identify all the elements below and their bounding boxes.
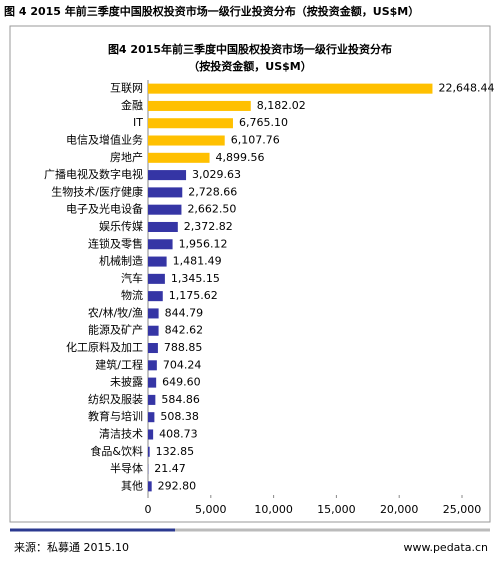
value-label: 22,648.44 [438, 82, 494, 95]
y-tick-label: 金融 [121, 98, 143, 112]
website: www.pedata.cn [403, 541, 488, 554]
value-label: 1,175.62 [169, 289, 218, 302]
value-label: 4,899.56 [216, 151, 265, 164]
value-label: 1,345.15 [171, 272, 220, 285]
bar [148, 83, 433, 94]
bar [148, 360, 157, 371]
y-tick-label: 广播电视及数字电视 [44, 167, 143, 181]
y-tick-label: IT [133, 116, 143, 129]
x-tick-label: 5,000 [195, 503, 227, 516]
value-label: 1,481.49 [173, 255, 222, 268]
y-tick-label: 清洁技术 [99, 427, 143, 440]
bar [148, 170, 187, 181]
bar [148, 412, 155, 423]
y-tick-label: 电子及光电设备 [66, 202, 143, 216]
value-label: 2,728.66 [188, 185, 237, 198]
value-label: 6,765.10 [239, 116, 288, 129]
bar [148, 308, 159, 319]
y-tick-label: 娱乐传媒 [99, 219, 143, 233]
bar [148, 135, 225, 146]
value-label: 649.60 [162, 376, 201, 389]
bar [148, 152, 210, 163]
value-label: 1,956.12 [179, 237, 228, 250]
x-tick-label: 0 [145, 503, 152, 516]
value-label: 8,182.02 [257, 99, 306, 112]
y-tick-label: 其他 [121, 479, 143, 492]
y-tick-label: 物流 [121, 288, 143, 302]
y-tick-label: 电信及增值业务 [66, 133, 143, 147]
value-label: 292.80 [158, 479, 197, 492]
value-label: 3,029.63 [192, 168, 241, 181]
bar [148, 377, 157, 388]
value-label: 844.79 [165, 306, 204, 319]
bar [148, 481, 152, 492]
bar [148, 273, 165, 284]
bar [148, 325, 159, 336]
bar [148, 394, 156, 405]
bar [148, 429, 154, 440]
value-label: 132.85 [156, 445, 195, 458]
x-tick-label: 20,000 [380, 503, 419, 516]
value-label: 788.85 [164, 341, 203, 354]
y-tick-label: 能源及矿产 [88, 323, 143, 337]
bar [148, 187, 183, 198]
x-tick-label: 15,000 [317, 503, 356, 516]
x-tick-label: 25,000 [443, 503, 482, 516]
value-label: 584.86 [161, 393, 200, 406]
y-tick-label: 农/林/牧/渔 [88, 305, 143, 319]
value-label: 508.38 [160, 410, 199, 423]
y-tick-label: 互联网 [110, 82, 143, 95]
y-tick-label: 教育与培训 [88, 409, 143, 423]
y-tick-label: 生物技术/医疗健康 [51, 184, 143, 198]
chart-frame [9, 25, 491, 523]
bar [148, 239, 173, 250]
y-tick-label: 连锁及零售 [88, 236, 143, 250]
bar [148, 446, 150, 457]
value-label: 408.73 [159, 427, 198, 440]
value-label: 704.24 [163, 358, 202, 371]
value-label: 842.62 [165, 324, 204, 337]
y-tick-label: 纺织及服装 [88, 392, 143, 406]
y-tick-label: 机械制造 [99, 254, 143, 268]
source: 来源：私募通 2015.10 [14, 540, 129, 554]
value-label: 2,662.50 [187, 203, 236, 216]
value-label: 21.47 [154, 462, 186, 475]
y-tick-label: 建筑/工程 [95, 357, 143, 371]
bar [148, 291, 163, 302]
x-tick-label: 10,000 [254, 503, 293, 516]
y-tick-label: 化工原料及加工 [66, 340, 143, 354]
bar [148, 343, 158, 354]
y-tick-label: 食品&饮料 [90, 444, 143, 458]
bar [148, 118, 233, 129]
caption: 图 4 2015 年前三季度中国股权投资市场一级行业投资分布（按投资金额，US$… [4, 4, 419, 18]
y-tick-label: 半导体 [110, 461, 143, 475]
bar [148, 221, 178, 232]
bar [148, 256, 167, 267]
value-label: 2,372.82 [184, 220, 233, 233]
chart-subtitle: （按投资金额，US$M） [188, 59, 311, 73]
chart-title: 图4 2015年前三季度中国股权投资市场一级行业投资分布 [108, 42, 392, 56]
bar [148, 204, 182, 215]
y-tick-label: 汽车 [121, 271, 143, 285]
value-label: 6,107.76 [231, 134, 280, 147]
y-tick-label: 未披露 [110, 375, 143, 389]
y-tick-label: 房地产 [110, 150, 143, 164]
bar [148, 100, 251, 111]
